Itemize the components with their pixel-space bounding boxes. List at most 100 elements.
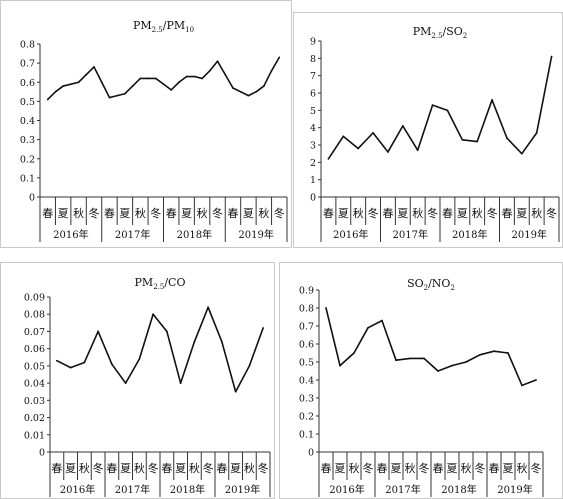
x-tick-label: 秋 xyxy=(349,461,360,475)
x-tick-label: 夏 xyxy=(391,462,402,475)
y-tick-label: 0.4 xyxy=(299,376,314,387)
x-tick-label: 冬 xyxy=(368,206,379,220)
y-tick-label: 0.05 xyxy=(24,361,45,372)
data-point xyxy=(62,85,64,87)
y-tick-label: 3 xyxy=(310,141,316,152)
data-point xyxy=(476,140,478,143)
x-tick-label: 春 xyxy=(382,207,393,220)
data-point xyxy=(437,370,439,372)
data-point xyxy=(507,352,509,354)
data-point xyxy=(395,359,397,361)
y-tick-label: 0 xyxy=(310,193,316,204)
series-line-segment xyxy=(138,313,154,360)
series-line-segment xyxy=(193,75,203,80)
series-line-segment xyxy=(216,60,227,76)
data-point xyxy=(409,357,411,360)
series-line-segment xyxy=(506,137,523,155)
y-tick-label: 0.5 xyxy=(299,358,314,369)
series-line-segment xyxy=(431,104,449,112)
y-tick-label: 0.8 xyxy=(299,304,314,315)
series-line-segment xyxy=(56,359,72,369)
x-tick-label: 春 xyxy=(377,462,388,475)
data-point xyxy=(239,91,242,93)
x-tick-label: 秋 xyxy=(73,206,84,220)
data-point xyxy=(262,327,264,329)
data-point xyxy=(193,340,196,343)
series-line-segment xyxy=(154,77,165,85)
data-point xyxy=(85,73,88,76)
x-tick-label: 春 xyxy=(106,462,117,475)
series-line-segment xyxy=(493,350,509,354)
x-tick-label: 夏 xyxy=(243,207,254,220)
data-point xyxy=(83,361,86,364)
series-line-segment xyxy=(83,330,99,364)
series-line-segment xyxy=(342,135,359,150)
data-point xyxy=(124,92,126,95)
data-point xyxy=(342,135,345,138)
year-label: 2016年 xyxy=(53,228,88,241)
x-tick-label: 夏 xyxy=(175,462,186,475)
chart-title: SO2/NO2 xyxy=(407,277,455,292)
y-tick-label: 0.8 xyxy=(20,40,35,51)
y-tick-label: 0.04 xyxy=(24,379,45,390)
data-point xyxy=(479,354,481,356)
data-point xyxy=(232,87,234,89)
data-point xyxy=(138,358,141,360)
x-tick-label: 秋 xyxy=(135,206,146,220)
data-point xyxy=(325,307,327,309)
x-tick-label: 冬 xyxy=(419,461,430,475)
y-tick-label: 1 xyxy=(310,175,316,186)
x-tick-label: 秋 xyxy=(472,206,483,220)
year-label: 2017年 xyxy=(393,228,428,241)
x-tick-label: 夏 xyxy=(447,462,458,475)
series-line-segment xyxy=(476,99,493,143)
series-line-segment xyxy=(116,92,126,97)
year-label: 2019年 xyxy=(512,228,547,241)
data-point xyxy=(248,365,251,367)
series-line-segment xyxy=(491,99,508,139)
x-tick-label: 秋 xyxy=(517,461,528,475)
x-tick-label: 夏 xyxy=(338,207,349,220)
chart-so2-no2: SO2/NO200.10.20.30.40.50.60.70.80.9春夏秋冬春… xyxy=(299,277,544,497)
chart-title: PM2.5/CO xyxy=(135,276,186,291)
data-point xyxy=(387,151,389,153)
data-point xyxy=(46,98,49,101)
x-tick-label: 秋 xyxy=(461,461,472,475)
series-line-segment xyxy=(255,85,265,93)
series-line-segment xyxy=(170,81,180,91)
y-tick-label: 0.1 xyxy=(299,430,314,441)
data-point xyxy=(97,330,99,333)
series-line-segment xyxy=(46,91,57,101)
series-line-segment xyxy=(446,109,464,141)
series-line-segment xyxy=(247,91,257,97)
chart-title: PM2.5/PM10 xyxy=(133,19,194,34)
series-line-segment xyxy=(224,73,234,89)
x-tick-label: 夏 xyxy=(230,462,241,475)
data-point xyxy=(207,306,209,309)
data-point xyxy=(56,359,58,362)
chart-panel-so2-no2: SO2/NO2 0 0.1 0.2 0.3 0.4 0.5 0.6 0.7 0.8 0.9 春夏秋冬春… xyxy=(279,262,563,499)
data-point xyxy=(108,96,111,99)
chart-panel-pm25-co: PM2.5/CO 0 0.01 0.02 0.03 0.04 0.05 0.06 0.07 0.0… xyxy=(0,262,275,499)
data-point xyxy=(270,69,273,72)
data-point xyxy=(339,364,341,367)
data-point xyxy=(402,125,404,127)
series-line-segment xyxy=(221,340,237,393)
x-tick-label: 春 xyxy=(216,462,227,475)
year-label: 2019年 xyxy=(238,228,273,241)
series-line-segment xyxy=(535,55,553,134)
x-tick-label: 冬 xyxy=(258,461,269,475)
x-tick-label: 春 xyxy=(433,462,444,475)
y-tick-label: 0.3 xyxy=(20,135,35,146)
data-point xyxy=(124,382,127,384)
data-point xyxy=(179,382,182,384)
data-point xyxy=(54,91,57,93)
data-point xyxy=(367,327,369,329)
series-line-segment xyxy=(402,125,419,151)
chart-pm25-so2: PM2.5/SO20123456789春夏秋冬春夏秋冬春夏秋冬春夏秋冬2016年… xyxy=(310,25,560,242)
series-line-segment xyxy=(178,75,188,84)
year-label: 2016年 xyxy=(329,483,364,496)
y-tick-label: 0.3 xyxy=(299,394,314,405)
data-point xyxy=(152,313,154,316)
y-tick-label: 0.01 xyxy=(24,430,45,441)
